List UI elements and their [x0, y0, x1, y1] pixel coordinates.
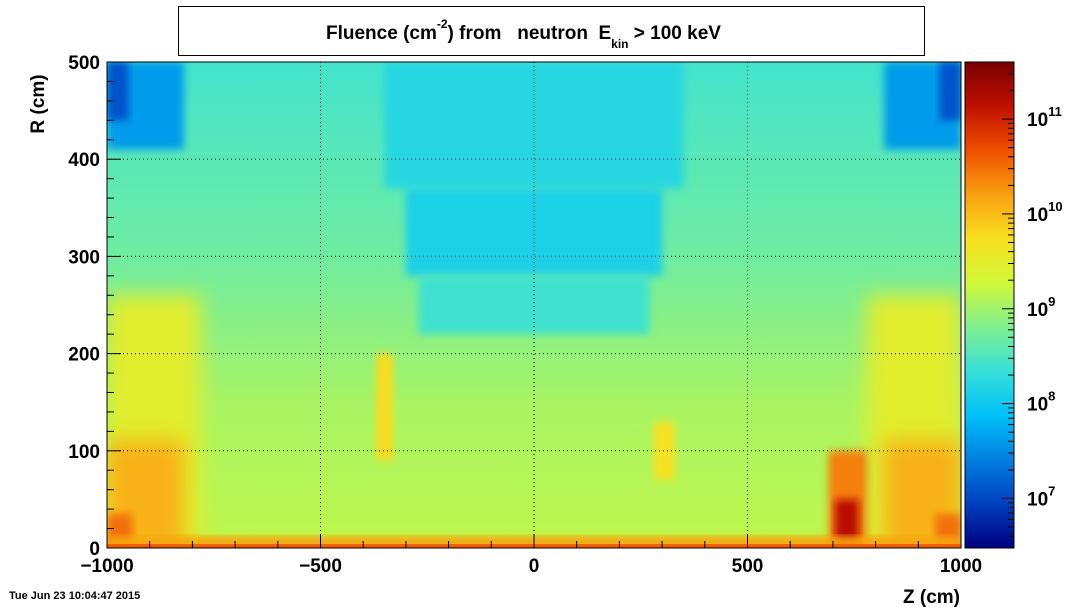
colorbar-axis: 107 108 109 1010 1011 [1002, 61, 1063, 549]
colorbar-tick-label: 107 [1027, 483, 1055, 510]
x-axis-label: Z (cm) [903, 587, 960, 608]
title-exponent: -2 [437, 17, 448, 31]
y-axis-label: R (cm) [28, 74, 49, 133]
colorbar [964, 61, 1015, 549]
colorbar-tick-label: 108 [1027, 389, 1055, 416]
y-tick-label: 200 [68, 345, 100, 366]
y-axis: 0 100 200 300 400 500 [68, 53, 121, 560]
heatmap-region [418, 275, 650, 335]
chart-title: Fluence (cm-2) from neutron Ekin > 100 k… [326, 17, 721, 51]
x-axis: −1000 −500 0 500 1000 [80, 534, 982, 577]
title-main: Fluence (cm [326, 23, 437, 44]
heatmap-region [835, 499, 859, 548]
y-tick-label: 400 [68, 150, 100, 171]
svg-text:Fluence (cm-2) from neutron: Fluence (cm-2) from neutron Ekin > 100 k… [326, 17, 721, 51]
title-middle: ) from neutron E [448, 23, 612, 44]
y-tick-label: 500 [68, 53, 100, 74]
colorbar-tick-label: 1010 [1027, 199, 1063, 226]
title-box: Fluence (cm-2) from neutron Ekin > 100 k… [178, 6, 925, 56]
heatmap-region [653, 421, 675, 480]
heatmap-regions [107, 62, 961, 548]
y-tick-label: 300 [68, 247, 100, 268]
timestamp: Tue Jun 23 10:04:47 2015 [9, 590, 141, 602]
x-tick-label: 1000 [940, 556, 982, 577]
heatmap-region [384, 62, 684, 189]
y-tick-label: 0 [89, 539, 100, 560]
heatmap-region [107, 62, 129, 121]
x-tick-label: 0 [529, 556, 540, 577]
grid-lines [107, 62, 961, 548]
x-tick-label: −1000 [80, 556, 133, 577]
heatmap-region [376, 353, 394, 461]
x-tick-label: −500 [299, 556, 342, 577]
colorbar-tick-label: 109 [1027, 294, 1055, 321]
title-end: > 100 keV [629, 23, 722, 44]
x-tick-label: 500 [732, 556, 764, 577]
y-tick-label: 100 [68, 442, 100, 463]
colorbar-tick-label: 1011 [1027, 104, 1062, 131]
title-subscript: kin [611, 37, 628, 51]
heatmap-region [939, 62, 961, 121]
